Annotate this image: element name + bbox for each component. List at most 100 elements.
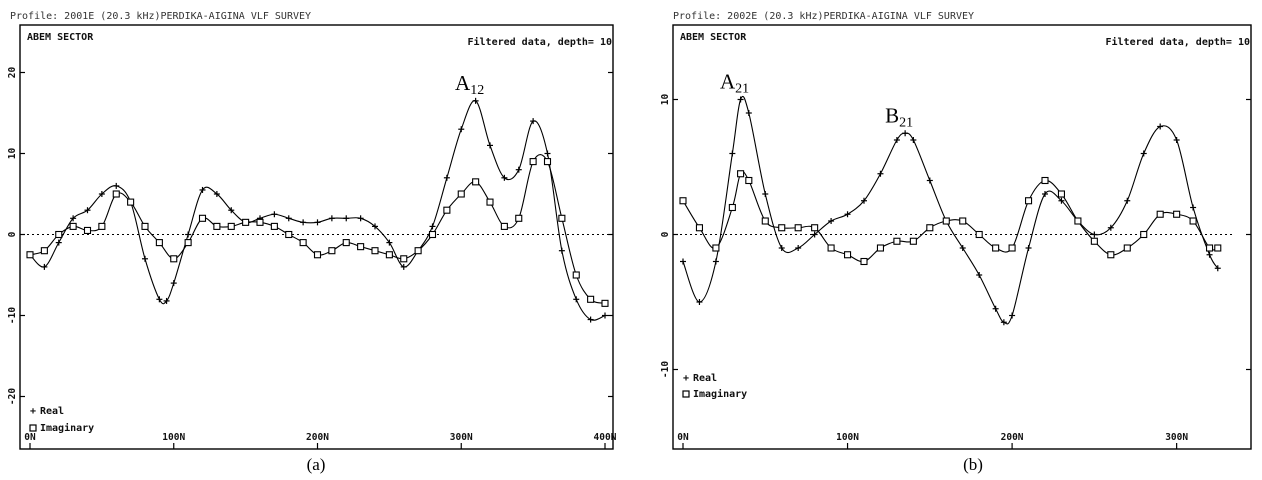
chart-b-legend-real-marker: + [683,373,689,384]
chart-b-series-imaginary-point [1140,230,1148,239]
chart-a-filter-label: Filtered data, depth= 10 [468,36,613,48]
chart-a-series-real-point [328,215,335,222]
chart-b-series-imaginary-point [992,244,1000,252]
chart-a-series-imaginary-point [529,158,537,166]
chart-a-series-imaginary-point [601,299,609,307]
chart-b: Profile: 2002E (20.3 kHz)PERDIKA-AIGINA … [660,11,1252,474]
chart-a-series-imaginary-point [270,222,278,230]
chart-b-y-tick-label: -10 [660,361,671,378]
chart-a-y-tick-label: -10 [7,307,18,324]
chart-b-series-imaginary-point [926,224,934,232]
chart-a-series-imaginary-point [26,251,34,259]
chart-b-anomaly-label-a21: A21 [720,70,749,97]
chart-a-series-imaginary-point [328,247,336,255]
chart-a-series-real-point [55,239,62,246]
chart-a-x-tick-label: 300N [450,432,473,443]
chart-b-series-imaginary-point [1008,244,1016,252]
chart-a-series-real-point [429,223,436,230]
chart-a-series-imaginary-point [112,190,120,198]
chart-a-legend-real-label: Real [40,406,64,417]
chart-a-series-imaginary-point [357,243,365,251]
chart-a-series-imaginary-point [428,230,437,239]
chart-a-series-real-point [573,296,580,303]
chart-a-series-imaginary-point [486,198,494,206]
chart-a-anomaly-label-a12: A12 [455,71,484,98]
chart-b-series-real-point [1107,224,1114,231]
chart-panel-b: Profile: 2002E (20.3 kHz)PERDIKA-AIGINA … [631,0,1262,480]
chart-b-series-imaginary-point [909,237,917,245]
chart-a-legend-imaginary-marker [29,424,37,432]
chart-b-series-real-point [992,305,999,312]
chart-a-instrument-label: ABEM SECTOR [27,32,94,43]
chart-b-series-real-point [1025,245,1032,251]
chart-a-y-tick-label: 20 [7,67,18,79]
chart-a-series-real-point [530,118,537,125]
chart-b-series-imaginary-point [860,257,868,266]
chart-a-caption: (a) [307,455,326,474]
chart-b-series-real-point [877,170,884,177]
chart-a-x-tick-label: 400N [594,432,617,443]
chart-a-series-imaginary-point [256,218,264,226]
chart-a-series-real-line [29,100,606,321]
chart-b-series-real-point [1157,123,1164,130]
chart-b-instrument-label: ABEM SECTOR [680,32,747,43]
chart-b-series-imaginary-point [975,230,983,239]
chart-b-series-imaginary-point [1205,244,1214,252]
chart-a-y-tick-label: 10 [7,148,18,160]
chart-b-title: Profile: 2002E (20.3 kHz)PERDIKA-AIGINA … [673,11,974,22]
chart-a-series-imaginary-point [313,251,322,259]
chart-a-series-real-point [142,255,148,262]
chart-b-filter-label: Filtered data, depth= 10 [1106,36,1251,48]
chart-a-series-imaginary-point [414,247,422,255]
chart-a-series-real-point [386,239,393,246]
chart-a-series-real-point [271,211,278,218]
chart-b-series-real-point [1214,265,1221,272]
chart-b-series-imaginary-point [679,197,687,205]
chart-a-series-imaginary-point [342,239,350,247]
chart-b-series-imaginary-point [728,203,736,212]
chart-a-series-real-point [113,182,120,189]
chart-b-series-real-point [1091,231,1098,238]
chart-b-series-real-point [893,137,900,143]
chart-a-series-imaginary-point [299,239,307,247]
chart-a-series-imaginary-point [127,198,135,206]
chart-a-series-imaginary-point [443,206,451,214]
chart-a-series-real-point [98,191,105,197]
chart-b-series-real-point [959,245,966,251]
chart-a-series-imaginary-point [242,218,250,226]
chart-b-series-real-point [861,197,867,204]
chart-a-y-tick-label: 0 [7,231,18,237]
chart-b-legend-imaginary-marker [682,390,690,398]
chart-b-series-imaginary-point [1189,217,1197,225]
chart-b-series-imaginary-point [1074,217,1082,225]
chart-b-series-imaginary-point [794,224,802,232]
chart-a-x-tick-label: 0N [24,432,36,443]
chart-a-series-real-point [228,207,235,214]
chart-b-series-imaginary-point [893,237,901,245]
chart-b-series-real-point [680,258,686,265]
chart-a-series-imaginary-point [457,190,465,198]
chart-a: Profile: 2001E (20.3 kHz)PERDIKA-AIGINA … [7,11,617,474]
chart-b-anomaly-label-b21: B21 [885,103,913,130]
chart-b-series-imaginary-point [745,176,753,185]
chart-b-series-real-point [828,218,835,224]
chart-a-series-real-point [213,191,220,197]
chart-b-frame [672,24,1252,450]
chart-a-series-imaginary-point [69,222,77,230]
chart-b-series-imaginary-point [843,251,852,259]
chart-b-series-imaginary-point [761,217,769,225]
chart-b-series-real-point [762,191,769,197]
chart-a-series-real-point [285,215,292,222]
chart-a-series-imaginary-point [543,158,552,166]
chart-a-series-imaginary-point [472,178,480,186]
chart-a-series-imaginary-point [227,222,235,230]
chart-a-series-real-point [515,166,522,173]
chart-a-series-real-point [343,215,350,222]
chart-b-series-imaginary-point [1041,176,1049,185]
chart-b-y-tick-label: 10 [660,94,671,106]
chart-b-series-real-point [1206,251,1213,258]
chart-a-series-imaginary-point [587,295,595,303]
chart-a-series-imaginary-point [515,214,523,222]
chart-b-series-imaginary-point [1090,237,1098,245]
chart-a-series-real-point [443,174,450,181]
